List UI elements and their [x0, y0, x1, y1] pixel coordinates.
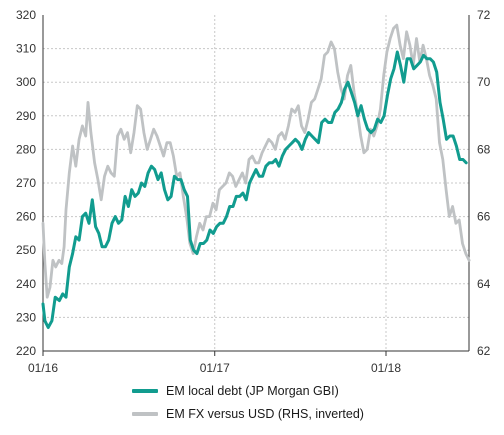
x-tick-label: 01/17 [200, 361, 230, 372]
legend-item-em-fx: EM FX versus USD (RHS, inverted) [132, 404, 364, 424]
y-left-tick-label: 220 [16, 344, 36, 358]
grid-lines [43, 15, 469, 351]
y-right-tick-label: 62 [477, 344, 491, 358]
axes [42, 15, 470, 356]
y-right-tick-label: 68 [477, 142, 491, 156]
series-line-em-local-debt [41, 50, 468, 329]
legend-label-em-local-debt: EM local debt (JP Morgan GBI) [166, 384, 339, 398]
legend: EM local debt (JP Morgan GBI) EM FX vers… [132, 381, 364, 427]
legend-swatch-em-fx [132, 412, 158, 416]
y-left-tick-label: 310 [16, 42, 36, 56]
y-left-tick-label: 240 [16, 277, 36, 291]
legend-label-em-fx: EM FX versus USD (RHS, inverted) [166, 407, 364, 421]
series-layer [41, 23, 471, 329]
legend-item-em-local-debt: EM local debt (JP Morgan GBI) [132, 381, 364, 401]
x-tick-label: 01/16 [28, 361, 58, 372]
y-right-tick-label: 72 [477, 8, 491, 22]
y-left-tick-label: 250 [16, 243, 36, 257]
line-chart: 220 230 240 250 260 270 280 290 300 310 320 72 70 68 6… [16, 8, 491, 372]
y-left-tick-label: 280 [16, 142, 36, 156]
y-right-tick-label: 64 [477, 277, 491, 291]
y-left-tick-label: 290 [16, 109, 36, 123]
y-right-tick-label: 66 [477, 210, 491, 224]
tick-labels: 220 230 240 250 260 270 280 290 300 310 320 72 70 68 6… [16, 8, 491, 372]
y-right-tick-label: 70 [477, 75, 491, 89]
x-tick-label: 01/18 [371, 361, 401, 372]
y-left-tick-label: 270 [16, 176, 36, 190]
series-line-em-fx [41, 23, 471, 299]
y-left-tick-label: 300 [16, 75, 36, 89]
y-left-tick-label: 260 [16, 210, 36, 224]
legend-swatch-em-local-debt [132, 389, 158, 393]
y-left-tick-label: 320 [16, 8, 36, 22]
y-left-tick-label: 230 [16, 310, 36, 324]
